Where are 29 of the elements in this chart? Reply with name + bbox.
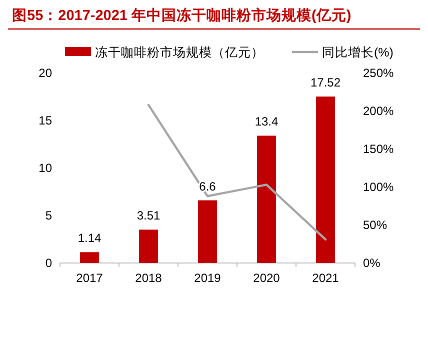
data-label: 1.14 <box>78 231 102 246</box>
y2-tick-label: 100% <box>363 180 394 194</box>
data-label: 3.51 <box>136 208 160 223</box>
x-tick-label: 2018 <box>135 271 162 285</box>
x-tick-label: 2021 <box>312 271 340 285</box>
y-tick-label: 10 <box>38 161 52 175</box>
x-tick-label: 2019 <box>194 271 222 285</box>
y2-tick-label: 200% <box>363 104 394 118</box>
chart-title: 图55：2017-2021 年中国冻干咖啡粉市场规模(亿元) <box>12 6 352 24</box>
y-tick-label: 5 <box>45 208 52 222</box>
x-tick-label: 2017 <box>76 271 104 285</box>
y2-tick-label: 50% <box>363 218 388 232</box>
y2-tick-label: 150% <box>363 142 394 156</box>
bar <box>257 136 276 263</box>
x-tick-label: 2020 <box>253 271 280 285</box>
bar <box>198 200 217 263</box>
bar <box>316 96 335 263</box>
y2-tick-label: 250% <box>363 66 394 80</box>
legend-label: 冻干咖啡粉市场规模（亿元） <box>95 46 264 60</box>
data-label: 17.52 <box>310 76 341 90</box>
y2-tick-label: 0% <box>363 256 381 270</box>
data-label: 6.6 <box>199 179 216 194</box>
bar <box>80 252 99 263</box>
y-tick-label: 15 <box>38 114 52 128</box>
y-tick-label: 20 <box>38 66 52 80</box>
data-label: 13.4 <box>254 114 278 129</box>
bar <box>139 230 158 263</box>
legend-label: 同比增长(%) <box>322 46 394 60</box>
y-tick-label: 0 <box>45 256 52 270</box>
